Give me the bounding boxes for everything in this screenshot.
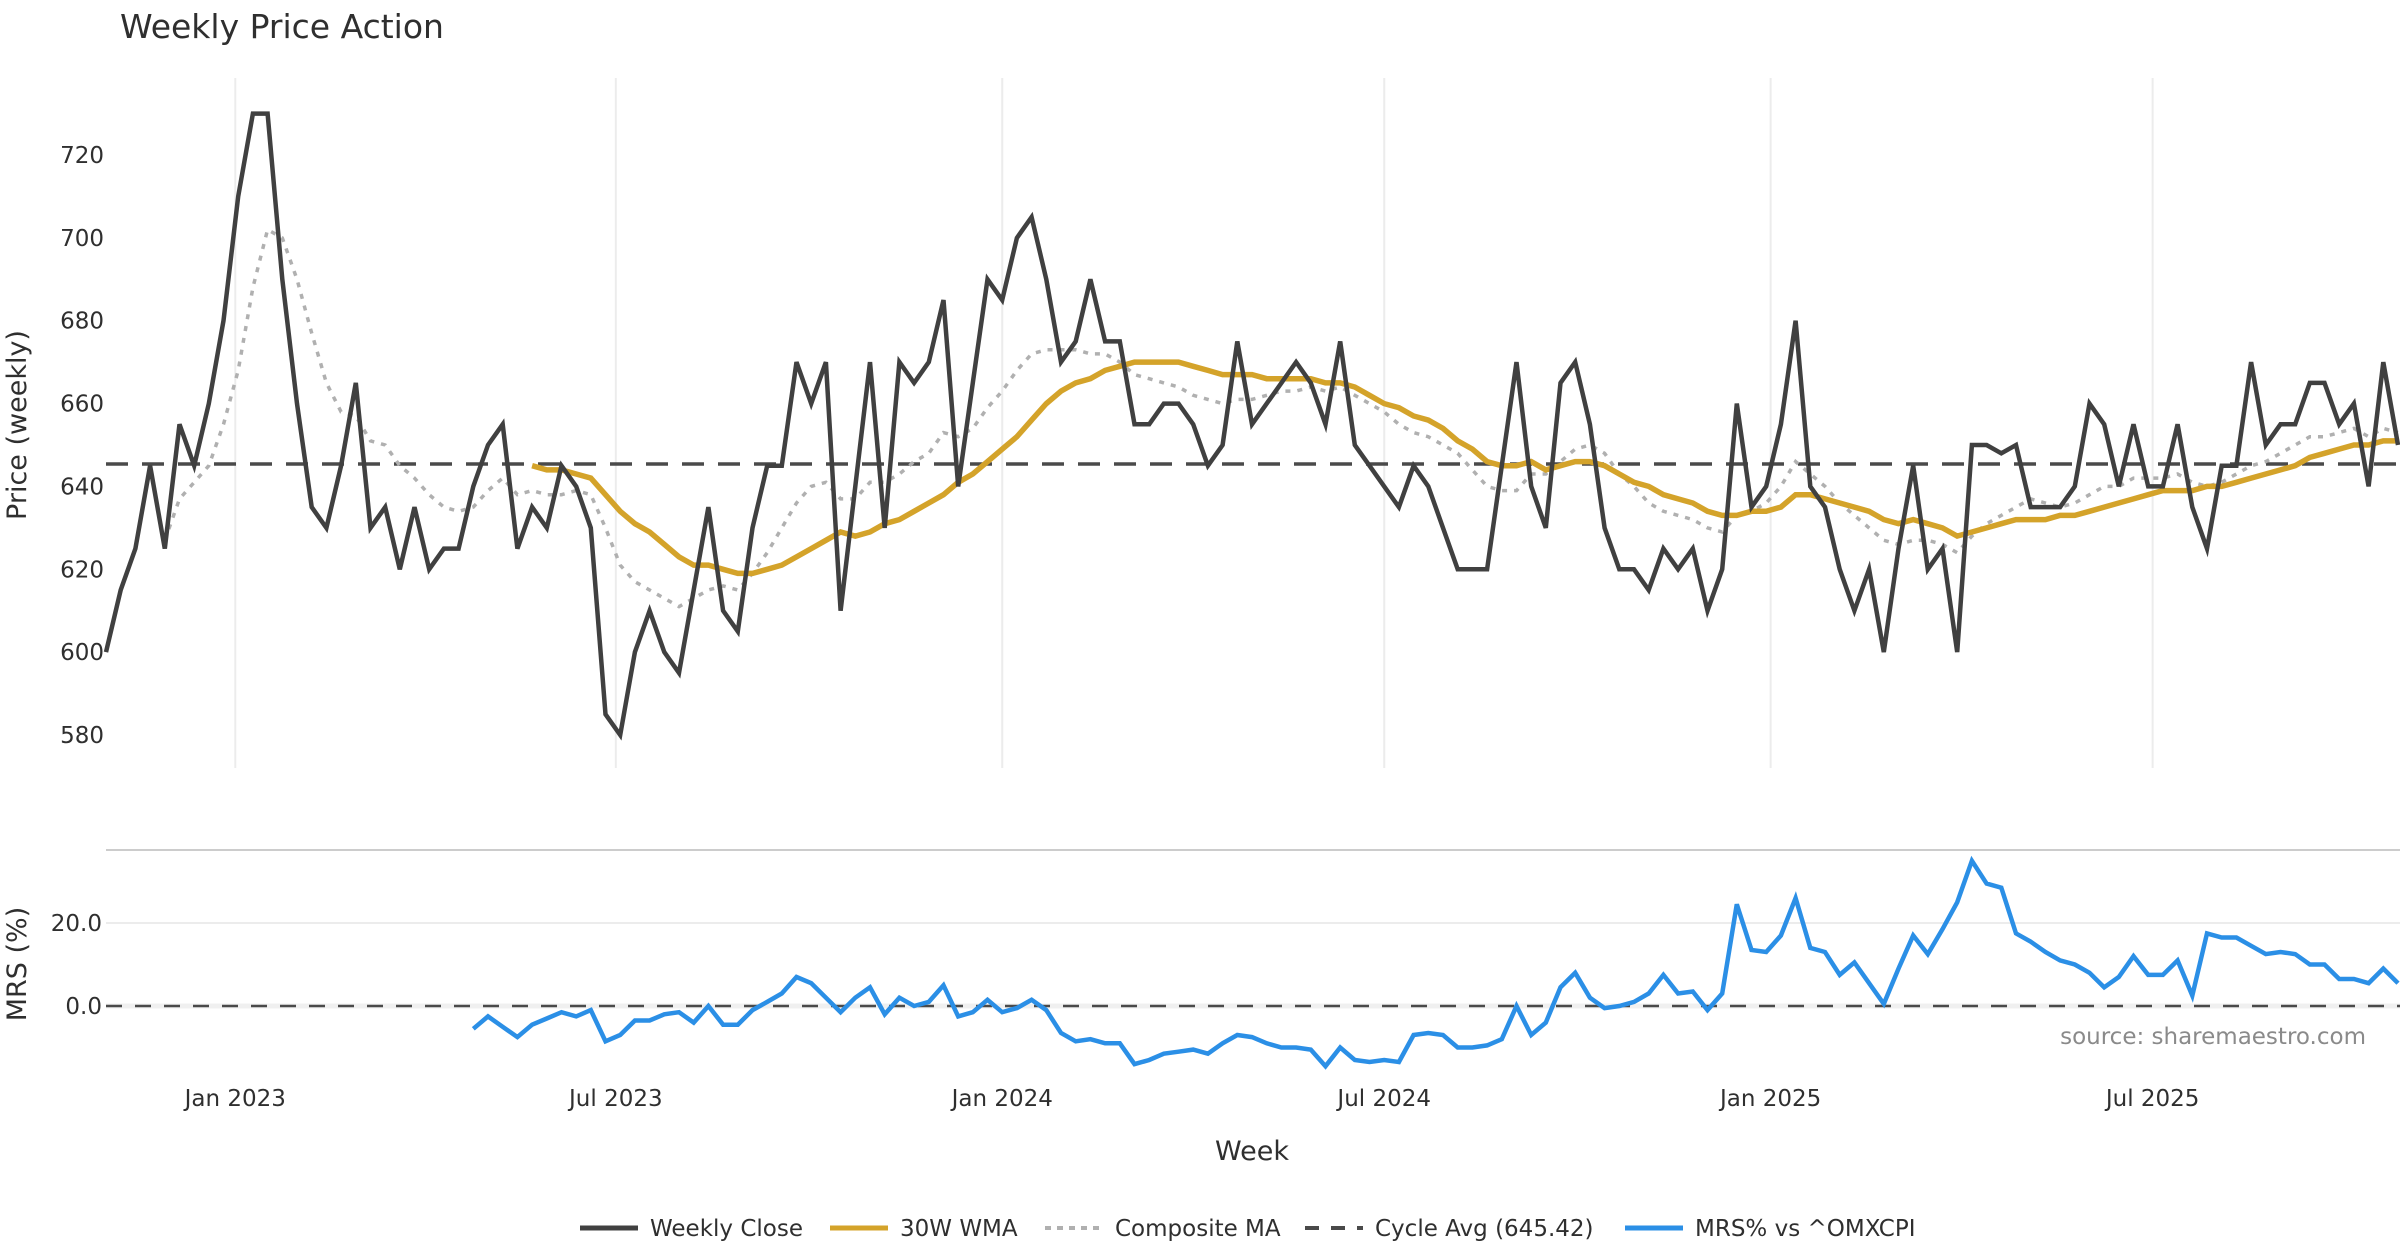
price-y-tick-label: 660 [60, 392, 104, 418]
composite-ma-line [163, 226, 2399, 609]
price-y-tick-label: 600 [60, 640, 104, 666]
x-axis: Jan 2023 Jul 2023 Jan 2024 Jul 2024 Jan 2025… [183, 1086, 2200, 1112]
price-y-tick-label: 680 [60, 309, 104, 335]
legend-label: Composite MA [1115, 1216, 1281, 1242]
x-tick-label: Jan 2023 [183, 1086, 286, 1112]
x-tick-label: Jul 2025 [2104, 1086, 2200, 1112]
legend-label: Weekly Close [650, 1216, 803, 1242]
legend-label: Cycle Avg (645.42) [1375, 1216, 1594, 1242]
price-y-tick-label: 720 [60, 143, 104, 169]
legend-item[interactable]: Composite MA [1045, 1216, 1281, 1242]
legend-item[interactable]: Cycle Avg (645.42) [1305, 1216, 1594, 1242]
mrs-y-axis-label: MRS (%) [2, 907, 33, 1022]
mrs-y-tick-label: 0.0 [65, 994, 102, 1020]
price-y-axis-label: Price (weekly) [2, 330, 33, 520]
mrs-y-axis: 0.0 20.0 [51, 911, 102, 1020]
x-tick-label: Jul 2023 [567, 1086, 663, 1112]
x-axis-label: Week [1215, 1136, 1289, 1167]
price-y-tick-label: 620 [60, 557, 104, 583]
source-annotation: source: sharemaestro.com [2060, 1024, 2366, 1050]
price-y-tick-label: 640 [60, 474, 104, 500]
weekly-close-line [103, 111, 2400, 741]
legend-label: 30W WMA [900, 1216, 1018, 1242]
mrs-y-tick-label: 20.0 [51, 911, 102, 937]
x-tick-label: Jan 2025 [1718, 1086, 1821, 1112]
mrs-gridlines [106, 922, 2400, 1009]
legend-item[interactable]: MRS% vs ^OMXCPI [1625, 1216, 1916, 1242]
wma-30w-line [531, 359, 2398, 577]
chart-title: Weekly Price Action [120, 7, 444, 46]
price-y-tick-label: 580 [60, 723, 104, 749]
x-tick-label: Jan 2024 [950, 1086, 1053, 1112]
legend-label: MRS% vs ^OMXCPI [1695, 1216, 1916, 1242]
legend: Weekly Close 30W WMA Composite MA Cycle Avg… [580, 1216, 1916, 1242]
x-tick-label: Jul 2024 [1335, 1086, 1431, 1112]
price-gridlines [234, 78, 2154, 768]
legend-item[interactable]: Weekly Close [580, 1216, 803, 1242]
price-y-axis: 580 600 620 640 660 680 700 720 [60, 143, 104, 749]
legend-item[interactable]: 30W WMA [830, 1216, 1018, 1242]
mrs-line [471, 855, 2400, 1070]
price-y-tick-label: 700 [60, 226, 104, 252]
